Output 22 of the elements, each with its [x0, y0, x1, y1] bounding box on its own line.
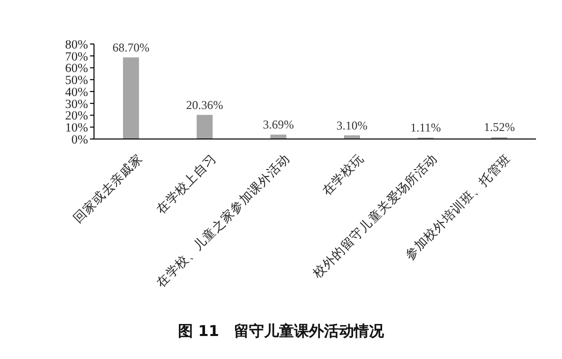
text: 图 11 留守儿童课外活动情况 — [176, 322, 386, 341]
y-tick-label: 40% — [65, 84, 88, 99]
y-tick-label: 20% — [65, 108, 88, 123]
data-label: 3.69% — [262, 118, 294, 132]
y-tick-label: 60% — [65, 61, 88, 76]
bar — [196, 114, 213, 139]
data-label: 3.10% — [336, 118, 368, 132]
bar — [123, 57, 139, 139]
y-tick-label: 70% — [65, 49, 88, 64]
y-tick-label: 80% — [65, 37, 88, 52]
y-tick-label: 10% — [65, 120, 88, 135]
x-tick-label: 在学校上自习 — [154, 151, 219, 216]
bar — [270, 134, 286, 139]
y-tick-label: 50% — [65, 73, 88, 88]
data-label: 1.52% — [484, 120, 515, 134]
x-tick-label: 回家或去亲戚家 — [70, 150, 146, 226]
data-label: 1.11% — [410, 120, 441, 135]
y-tick-label: 0% — [71, 132, 88, 146]
y-tick-label: 30% — [65, 96, 88, 111]
data-label: 68.70% — [112, 40, 150, 54]
x-tick-label: 在学校玩 — [320, 151, 366, 198]
data-label: 20.36% — [186, 98, 224, 112]
